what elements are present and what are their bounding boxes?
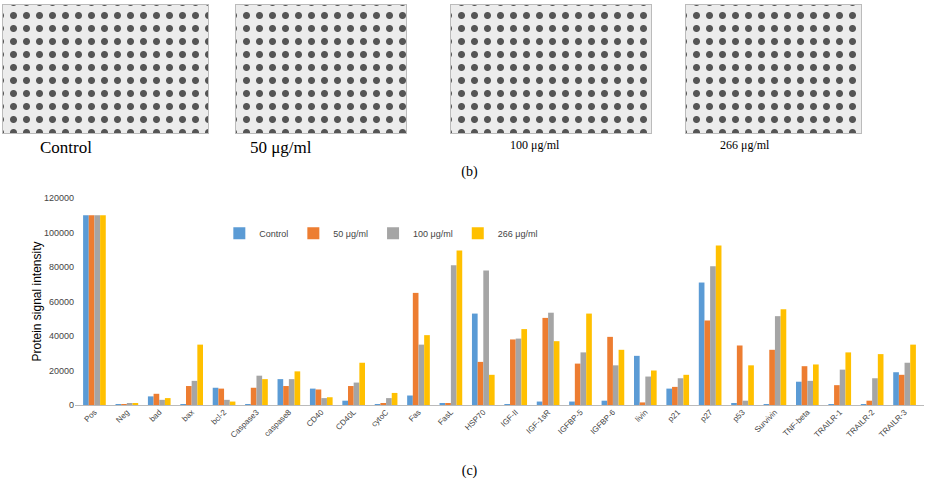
svg-text:HSP70: HSP70: [463, 407, 488, 432]
svg-text:20000: 20000: [49, 366, 74, 376]
svg-text:caspase8: caspase8: [263, 407, 294, 438]
svg-text:50 μg/ml: 50 μg/ml: [333, 229, 368, 239]
svg-text:TNF-beta: TNF-beta: [781, 407, 812, 438]
svg-text:FasL: FasL: [436, 407, 455, 426]
svg-text:IGF-1sR: IGF-1sR: [525, 408, 553, 436]
svg-text:Neg: Neg: [114, 408, 131, 425]
svg-text:TRAILR-1: TRAILR-1: [812, 407, 844, 439]
svg-text:CD40L: CD40L: [334, 407, 358, 431]
svg-text:CD40: CD40: [305, 407, 326, 428]
svg-text:p21: p21: [666, 407, 682, 423]
svg-text:80000: 80000: [49, 262, 74, 272]
svg-text:livin: livin: [633, 408, 649, 424]
html-text:Control: Control: [40, 138, 92, 157]
svg-text:IGFBP-5: IGFBP-5: [556, 407, 585, 436]
svg-text:TRAILR-2: TRAILR-2: [845, 407, 877, 439]
html-text:(b): (b): [461, 164, 478, 179]
svg-text:bad: bad: [148, 408, 164, 424]
svg-text:IGFBP-6: IGFBP-6: [589, 407, 618, 436]
svg-text:p53: p53: [731, 407, 747, 423]
svg-text:100000: 100000: [44, 228, 74, 238]
svg-text:IGF-II: IGF-II: [499, 408, 520, 429]
svg-text:60000: 60000: [49, 297, 74, 307]
html-text:100 μg/ml: 100 μg/ml: [510, 138, 560, 152]
svg-text:TRAILR-3: TRAILR-3: [877, 407, 909, 439]
svg-text:p27: p27: [699, 407, 715, 423]
svg-text:Fas: Fas: [407, 408, 423, 424]
svg-text:266 μg/ml: 266 μg/ml: [498, 229, 538, 239]
svg-text:Survivin: Survivin: [753, 408, 779, 434]
svg-text:bax: bax: [180, 408, 195, 423]
svg-text:Control: Control: [259, 229, 288, 239]
svg-text:120000: 120000: [44, 193, 74, 203]
html-text:(c): (c): [461, 463, 478, 478]
svg-text:cytoC: cytoC: [369, 408, 390, 429]
svg-text:100 μg/ml: 100 μg/ml: [413, 229, 453, 239]
svg-text:40000: 40000: [49, 331, 74, 341]
svg-text:bcl-2: bcl-2: [210, 407, 229, 426]
svg-text:Protein signal intensity: Protein signal intensity: [30, 241, 44, 361]
svg-text:Caspase3: Caspase3: [229, 407, 261, 439]
html-text:50 μg/ml: 50 μg/ml: [250, 138, 312, 157]
html-text:266 μg/ml: 266 μg/ml: [720, 138, 770, 152]
svg-text:0: 0: [69, 400, 74, 410]
svg-text:Pos: Pos: [83, 408, 99, 424]
